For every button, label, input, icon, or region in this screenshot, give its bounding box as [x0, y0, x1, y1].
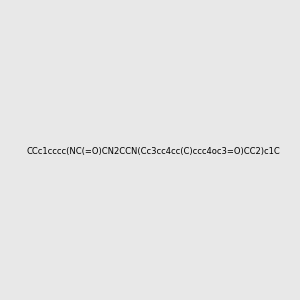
Text: CCc1cccc(NC(=O)CN2CCN(Cc3cc4cc(C)ccc4oc3=O)CC2)c1C: CCc1cccc(NC(=O)CN2CCN(Cc3cc4cc(C)ccc4oc3…	[27, 147, 280, 156]
